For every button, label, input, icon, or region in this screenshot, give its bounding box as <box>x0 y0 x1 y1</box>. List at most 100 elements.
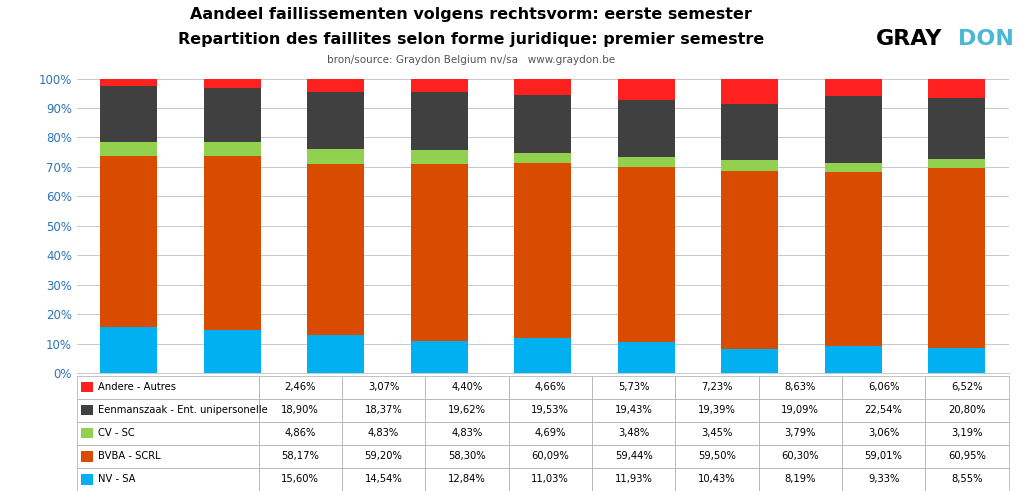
Bar <box>204 330 260 373</box>
Bar <box>617 157 675 167</box>
Bar <box>675 399 759 422</box>
Bar <box>509 422 592 445</box>
Text: GRAY: GRAY <box>876 29 942 49</box>
Bar <box>425 399 509 422</box>
Text: bron/source: Graydon Belgium nv/sa   www.graydon.be: bron/source: Graydon Belgium nv/sa www.g… <box>327 55 615 65</box>
Bar <box>204 156 260 330</box>
Bar <box>258 399 342 422</box>
Bar <box>842 422 926 445</box>
Bar <box>100 141 157 156</box>
Bar <box>258 468 342 491</box>
Text: 4,86%: 4,86% <box>285 428 315 438</box>
Bar <box>411 341 468 373</box>
Bar <box>307 149 365 164</box>
Bar <box>258 376 342 399</box>
Text: 3,07%: 3,07% <box>368 382 399 392</box>
Text: BVBA - SCRL: BVBA - SCRL <box>98 451 161 462</box>
Bar <box>721 171 778 349</box>
Bar <box>825 96 882 163</box>
Bar <box>592 422 675 445</box>
Text: 18,37%: 18,37% <box>365 405 402 415</box>
Bar <box>425 422 509 445</box>
Bar <box>721 79 778 104</box>
Bar <box>100 79 157 86</box>
Text: 3,45%: 3,45% <box>701 428 732 438</box>
Bar <box>721 104 778 160</box>
Text: 19,39%: 19,39% <box>698 405 736 415</box>
Bar <box>82 474 92 485</box>
Bar <box>100 156 157 327</box>
Text: 6,06%: 6,06% <box>868 382 899 392</box>
Text: 11,93%: 11,93% <box>614 474 652 485</box>
Text: 6,52%: 6,52% <box>951 382 983 392</box>
Text: 60,09%: 60,09% <box>531 451 569 462</box>
Text: 4,83%: 4,83% <box>452 428 482 438</box>
Bar <box>929 348 985 373</box>
Text: 59,20%: 59,20% <box>365 451 402 462</box>
Bar <box>411 150 468 164</box>
Bar <box>204 142 260 156</box>
Text: 60,95%: 60,95% <box>948 451 986 462</box>
Text: 15,60%: 15,60% <box>282 474 319 485</box>
Bar <box>926 422 1009 445</box>
Bar <box>759 399 842 422</box>
Text: 59,50%: 59,50% <box>698 451 736 462</box>
Bar <box>592 445 675 468</box>
Text: 11,03%: 11,03% <box>531 474 569 485</box>
Bar <box>100 327 157 373</box>
Text: 19,62%: 19,62% <box>447 405 485 415</box>
Bar <box>514 95 571 153</box>
Bar <box>675 445 759 468</box>
Bar <box>411 79 468 92</box>
Bar <box>204 79 260 87</box>
Text: 7,23%: 7,23% <box>701 382 733 392</box>
Bar <box>307 335 365 373</box>
Bar <box>842 376 926 399</box>
Bar <box>675 422 759 445</box>
Text: NV - SA: NV - SA <box>98 474 136 485</box>
Bar <box>825 172 882 346</box>
Bar <box>617 79 675 100</box>
Bar <box>82 382 92 392</box>
Bar <box>514 338 571 373</box>
Bar <box>82 405 92 415</box>
Bar <box>929 79 985 98</box>
Text: 5,73%: 5,73% <box>617 382 649 392</box>
Bar <box>825 346 882 373</box>
Bar <box>258 422 342 445</box>
Bar <box>675 376 759 399</box>
Text: 9,33%: 9,33% <box>868 474 899 485</box>
Text: 19,53%: 19,53% <box>531 405 569 415</box>
Bar <box>759 445 842 468</box>
Bar <box>926 445 1009 468</box>
Bar <box>759 468 842 491</box>
Bar <box>425 468 509 491</box>
Bar <box>929 159 985 168</box>
Text: 19,09%: 19,09% <box>781 405 819 415</box>
Bar <box>509 399 592 422</box>
Text: Aandeel faillissementen volgens rechtsvorm: eerste semester: Aandeel faillissementen volgens rechtsvo… <box>190 7 752 23</box>
Bar <box>592 399 675 422</box>
Text: 8,55%: 8,55% <box>951 474 983 485</box>
Bar <box>77 468 258 491</box>
Bar <box>425 376 509 399</box>
Bar <box>82 428 92 438</box>
Text: 3,19%: 3,19% <box>951 428 983 438</box>
Text: 4,69%: 4,69% <box>535 428 566 438</box>
Bar <box>617 342 675 373</box>
Bar <box>721 349 778 373</box>
Bar <box>342 422 425 445</box>
Bar <box>825 79 882 96</box>
Bar <box>617 100 675 157</box>
Text: CV - SC: CV - SC <box>98 428 135 438</box>
Text: 3,79%: 3,79% <box>784 428 816 438</box>
Bar <box>77 445 258 468</box>
Text: Repartition des faillites selon forme juridique: premier semestre: Repartition des faillites selon forme ju… <box>178 32 764 47</box>
Text: 20,80%: 20,80% <box>948 405 986 415</box>
Text: 3,48%: 3,48% <box>617 428 649 438</box>
Text: 10,43%: 10,43% <box>698 474 735 485</box>
Bar <box>721 160 778 171</box>
Bar <box>842 445 926 468</box>
Bar <box>592 376 675 399</box>
Bar <box>759 376 842 399</box>
